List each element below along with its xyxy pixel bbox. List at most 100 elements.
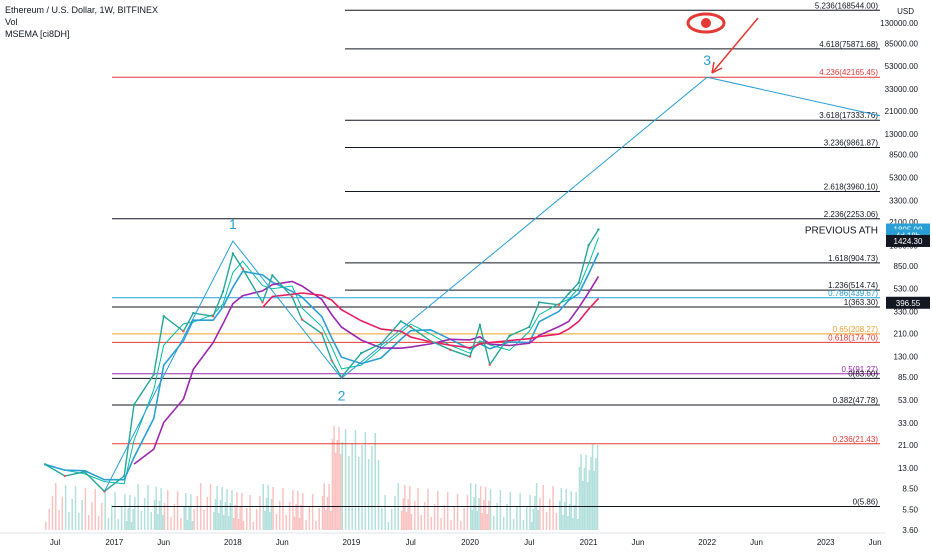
volume-bar — [476, 511, 479, 530]
volume-bar — [390, 509, 393, 530]
volume-bar — [101, 503, 103, 530]
ema-line-ema-slowest — [261, 292, 600, 349]
volume-bar — [264, 511, 266, 530]
volume-bar — [114, 492, 116, 530]
fib-level-label: 0(83.00) — [848, 369, 878, 378]
volume-bar — [405, 512, 408, 530]
volume-bar — [420, 515, 423, 530]
volume-bar — [275, 514, 278, 530]
fib-level-label: 1.618(904.73) — [828, 254, 878, 263]
fib-level-label: 0.5(91.27) — [842, 365, 879, 374]
price-axis-tick: 130.00 — [894, 353, 919, 362]
fib-level-label: 0.618(174.70) — [828, 333, 878, 342]
volume-bar — [588, 470, 591, 530]
price-line — [43, 228, 600, 493]
price-point — [290, 295, 294, 298]
volume-bar — [163, 503, 166, 530]
fib-level-label: 5.236(168544.00) — [815, 1, 879, 10]
volume-bar — [229, 503, 232, 530]
volume-bar — [565, 489, 568, 530]
volume-bar — [48, 509, 50, 530]
wave-projection: 1 2 3 — [103, 52, 881, 492]
volume-bar — [297, 491, 299, 530]
time-axis-tick: 2023 — [817, 538, 835, 547]
volume-bar — [232, 518, 235, 530]
volume-bar — [117, 519, 120, 530]
volume-bar — [120, 506, 123, 530]
arrow-icon-head — [711, 61, 723, 74]
volume-bar — [489, 489, 492, 530]
volume-bar — [193, 509, 195, 530]
volume-bar — [502, 517, 505, 530]
volume-bar — [58, 510, 60, 530]
volume-bar — [209, 484, 212, 530]
volume-bar — [537, 510, 540, 530]
volume-indicator-label: Vol — [5, 17, 18, 27]
volume-bar — [222, 515, 225, 530]
volume-bar — [293, 517, 296, 530]
volume-bar — [129, 495, 131, 530]
volume-bar — [483, 500, 485, 530]
volume-bar — [354, 430, 357, 530]
price-axis-tick: 130000.00 — [880, 19, 918, 28]
volume-bar — [364, 432, 367, 530]
price-point — [478, 323, 482, 327]
volume-bar — [325, 510, 327, 530]
volume-bar — [471, 510, 474, 530]
volume-bar — [493, 516, 495, 530]
volume-bar — [430, 517, 432, 530]
time-axis[interactable]: Jul 2017 Jun 2018 Jun 2019 Jul 2020 Jul 2021 Jun 20… — [0, 532, 885, 547]
volume-bar — [466, 495, 469, 530]
time-axis-tick: Jun — [632, 538, 645, 547]
volume-bar — [302, 493, 304, 530]
volume-bar — [578, 467, 581, 530]
volume-bar — [160, 488, 162, 530]
volume-bar — [525, 507, 528, 530]
volume-bar — [236, 492, 238, 530]
price-point — [182, 330, 185, 333]
volume-bar — [394, 496, 396, 530]
volume-bar — [224, 502, 227, 530]
time-axis-tick: Jun — [276, 538, 289, 547]
volume-bar — [311, 494, 314, 530]
volume-bar — [481, 513, 484, 530]
price-point — [429, 339, 432, 343]
ema-line-ema-mid — [44, 252, 600, 481]
volume-bar — [292, 490, 294, 530]
price-axis-tick: 13.00 — [898, 464, 919, 473]
volume-bar — [226, 489, 228, 530]
volume-bar — [545, 512, 548, 530]
volume-bar — [555, 513, 558, 530]
price-tag-label: 396.55 — [896, 299, 921, 308]
volume-bar — [423, 502, 426, 530]
volume-bar — [374, 433, 376, 530]
volume-bar — [534, 496, 536, 530]
volume-bar — [377, 460, 380, 530]
volume-bar — [269, 512, 271, 530]
price-point — [83, 470, 86, 474]
volume-bar — [344, 429, 347, 530]
volume-bar — [358, 457, 360, 530]
volume-bar — [580, 454, 582, 530]
price-point — [379, 342, 383, 345]
volume-bar — [404, 485, 406, 530]
volume-bar — [333, 426, 335, 530]
price-point — [43, 463, 47, 466]
volume-bar — [71, 499, 73, 530]
chart-legend: Ethereum / U.S. Dollar, 1W, BITFINEX Vol… — [5, 4, 158, 40]
volume-bar — [530, 522, 533, 530]
volume-bar — [203, 510, 205, 530]
volume-bar — [572, 518, 574, 530]
volume-bar — [591, 444, 594, 530]
price-tag-label: 1424.30 — [894, 237, 923, 246]
price-axis[interactable]: 130000.00 85000.00 53000.00 33000.00 21000.0… — [880, 0, 932, 550]
volume-bar — [488, 501, 490, 530]
volume-bar — [255, 509, 258, 530]
volume-bar — [496, 503, 498, 530]
volume-bar — [180, 518, 182, 530]
price-point — [241, 267, 244, 271]
price-point — [488, 363, 491, 366]
volume-bar — [339, 454, 342, 530]
